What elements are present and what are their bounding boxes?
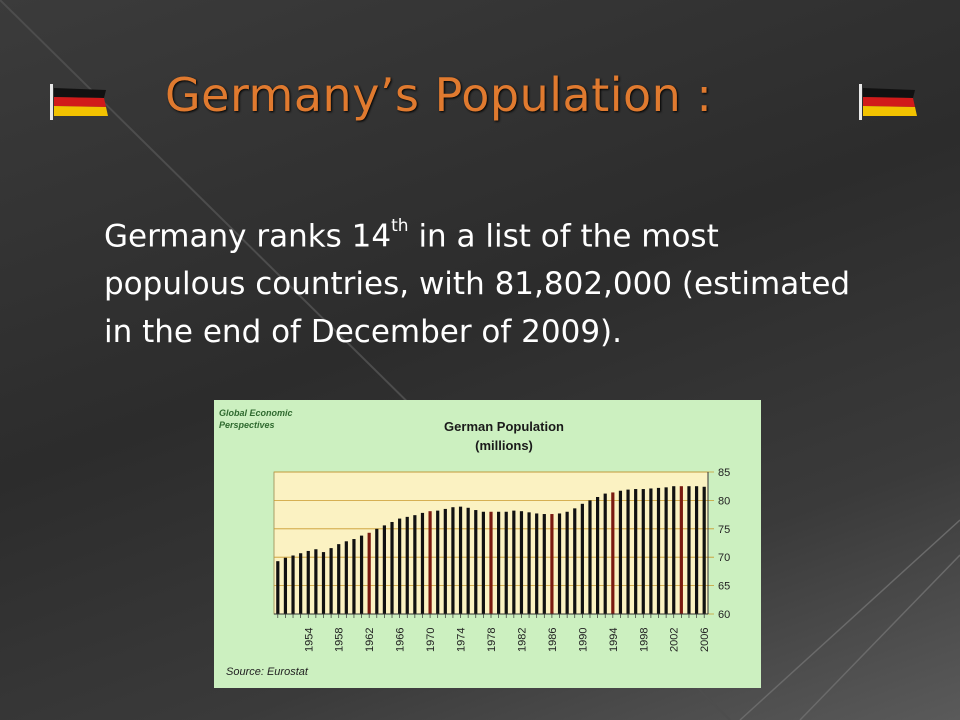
chart-title: German Population xyxy=(444,419,564,434)
bar-1954 xyxy=(306,550,310,614)
bar-1950 xyxy=(276,561,280,614)
x-tick-label: 1974 xyxy=(456,628,468,652)
bar-1977 xyxy=(481,511,485,614)
x-tick-label: 1982 xyxy=(516,628,528,652)
slide-body-text: Germany ranks 14th in a list of the most… xyxy=(104,206,864,356)
chart-svg: Global Economic Perspectives German Popula… xyxy=(219,408,730,678)
bar-1975 xyxy=(466,507,470,614)
bar-1969 xyxy=(420,512,425,614)
bar-1988 xyxy=(565,511,569,614)
y-tick-label: 75 xyxy=(718,524,730,536)
bar-1966 xyxy=(398,518,402,614)
y-tick-label: 70 xyxy=(718,552,730,564)
bar-1994 xyxy=(611,492,615,614)
bar-1976 xyxy=(474,510,478,614)
bar-1968 xyxy=(413,515,417,614)
x-tick-label: 1978 xyxy=(486,628,498,652)
bar-1986 xyxy=(550,514,554,614)
bar-2005 xyxy=(694,486,699,614)
bar-1974 xyxy=(458,506,463,614)
bar-1992 xyxy=(595,496,600,614)
bar-1973 xyxy=(451,507,455,614)
bar-1963 xyxy=(375,528,379,614)
body-text-part-1: Germany ranks 14 xyxy=(104,218,392,255)
bar-1980 xyxy=(504,511,508,614)
x-tick-label: 2006 xyxy=(699,628,711,652)
bar-1987 xyxy=(557,513,562,614)
bar-1983 xyxy=(527,512,531,614)
slide-title: Germany’s Population : xyxy=(165,68,713,122)
bar-1961 xyxy=(359,535,364,614)
bar-1996 xyxy=(626,489,630,614)
chart-subtitle: (millions) xyxy=(475,438,533,453)
bar-1959 xyxy=(344,541,348,614)
bar-1982 xyxy=(519,511,524,614)
german-flag-icon xyxy=(859,84,917,120)
bar-2000 xyxy=(656,487,661,614)
bar-2006 xyxy=(702,486,706,614)
source-label: Source: Eurostat xyxy=(226,666,309,678)
bar-1957 xyxy=(329,548,333,614)
bar-1956 xyxy=(321,552,326,614)
bar-1953 xyxy=(299,553,303,614)
x-tick-label: 1966 xyxy=(395,628,407,652)
bar-2004 xyxy=(687,486,691,614)
bar-1960 xyxy=(352,539,356,614)
bar-1952 xyxy=(291,555,295,614)
bar-1958 xyxy=(337,544,341,614)
bar-1967 xyxy=(405,516,409,614)
brand-label-line-1: Global Economic xyxy=(219,408,293,418)
y-tick-label: 65 xyxy=(718,581,730,593)
bar-1955 xyxy=(314,549,318,614)
y-tick-label: 80 xyxy=(718,495,730,507)
bar-1978 xyxy=(489,511,493,614)
bar-1995 xyxy=(618,490,623,614)
x-tick-label: 1986 xyxy=(547,628,559,652)
bar-1951 xyxy=(283,557,288,614)
body-text-part-2: in a list of the most populous countries… xyxy=(104,218,851,351)
bar-2003 xyxy=(679,486,683,614)
bar-1999 xyxy=(649,488,653,614)
bar-1997 xyxy=(634,489,638,614)
german-flag-icon xyxy=(50,84,108,120)
bar-1998 xyxy=(641,489,645,614)
y-tick-label: 60 xyxy=(718,609,730,621)
bar-1962 xyxy=(367,532,371,614)
bar-1981 xyxy=(512,510,516,614)
bar-1972 xyxy=(443,508,447,614)
x-tick-label: 1998 xyxy=(638,628,650,652)
population-chart: Global Economic Perspectives German Popula… xyxy=(214,400,761,688)
bar-1993 xyxy=(603,493,607,614)
bar-1971 xyxy=(436,510,440,614)
y-tick-label: 85 xyxy=(718,467,730,479)
x-tick-label: 1994 xyxy=(608,628,620,652)
bar-1984 xyxy=(535,513,539,614)
brand-label-line-2: Perspectives xyxy=(219,420,275,430)
x-tick-label: 1958 xyxy=(334,628,346,652)
bar-1985 xyxy=(542,514,546,614)
bar-1970 xyxy=(428,511,432,614)
bar-1965 xyxy=(390,521,394,614)
bar-2002 xyxy=(672,486,676,614)
bar-1989 xyxy=(573,508,577,614)
x-tick-label: 2002 xyxy=(669,628,681,652)
bar-1979 xyxy=(497,511,501,614)
bar-1964 xyxy=(382,525,387,614)
bar-2001 xyxy=(664,487,668,614)
x-tick-label: 1970 xyxy=(425,628,437,652)
ordinal-superscript: th xyxy=(391,216,409,236)
x-tick-label: 1954 xyxy=(303,628,315,652)
x-tick-label: 1962 xyxy=(364,628,376,652)
bar-1990 xyxy=(580,503,584,614)
bar-1991 xyxy=(588,500,592,614)
x-tick-label: 1990 xyxy=(577,628,589,652)
